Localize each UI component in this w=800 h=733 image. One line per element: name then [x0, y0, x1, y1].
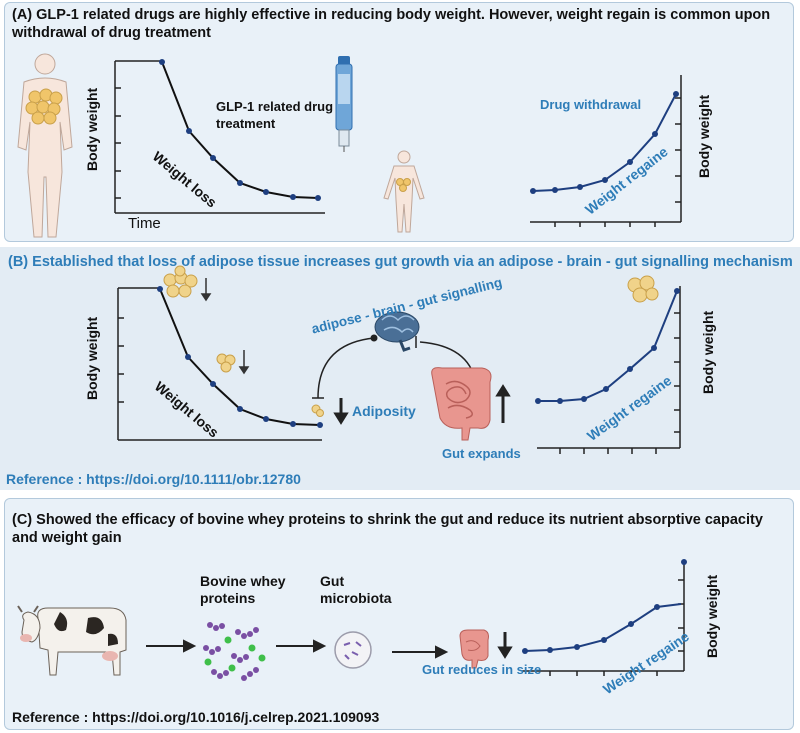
panel-a-drug-withdrawal: Drug withdrawal	[540, 97, 642, 112]
panel-c-reference: Reference : https://doi.org/10.1016/j.ce…	[12, 709, 380, 725]
panel-c	[4, 498, 794, 730]
panel-b-heading: (B) Established that loss of adipose tis…	[8, 254, 793, 270]
whey-protein-icon	[203, 622, 266, 681]
panel-c-heading: (C) Showed the efficacy of bovine whey p…	[12, 512, 763, 546]
panel-c-microbiota: Gut microbiota	[320, 573, 392, 606]
panel-b-gut-expands: Gut expands	[442, 446, 521, 461]
small-gut-icon	[459, 629, 489, 669]
slim-person-icon	[383, 150, 425, 233]
panel-b-adiposity: Adiposity	[352, 403, 416, 419]
obese-person-icon	[17, 53, 73, 238]
cow-icon	[17, 605, 127, 676]
panel-c-whey: Bovine whey proteins	[200, 573, 286, 606]
panel-c-gut-reduces: Gut reduces in size	[422, 662, 542, 677]
panel-c-ylabel-right: Body weight	[704, 574, 720, 658]
panel-a-heading: (A) GLP-1 related drugs are highly effec…	[12, 7, 771, 41]
injection-pen-icon	[335, 56, 353, 152]
microbiota-dish-icon	[334, 631, 372, 669]
panel-a-drug-treatment: GLP-1 related drug treatment	[216, 99, 334, 131]
panel-b-reference: Reference : https://doi.org/10.1111/obr.…	[6, 471, 301, 487]
panel-a-xlabel: Time	[128, 215, 161, 232]
gut-icon	[431, 367, 492, 441]
brain-icon	[374, 311, 420, 352]
